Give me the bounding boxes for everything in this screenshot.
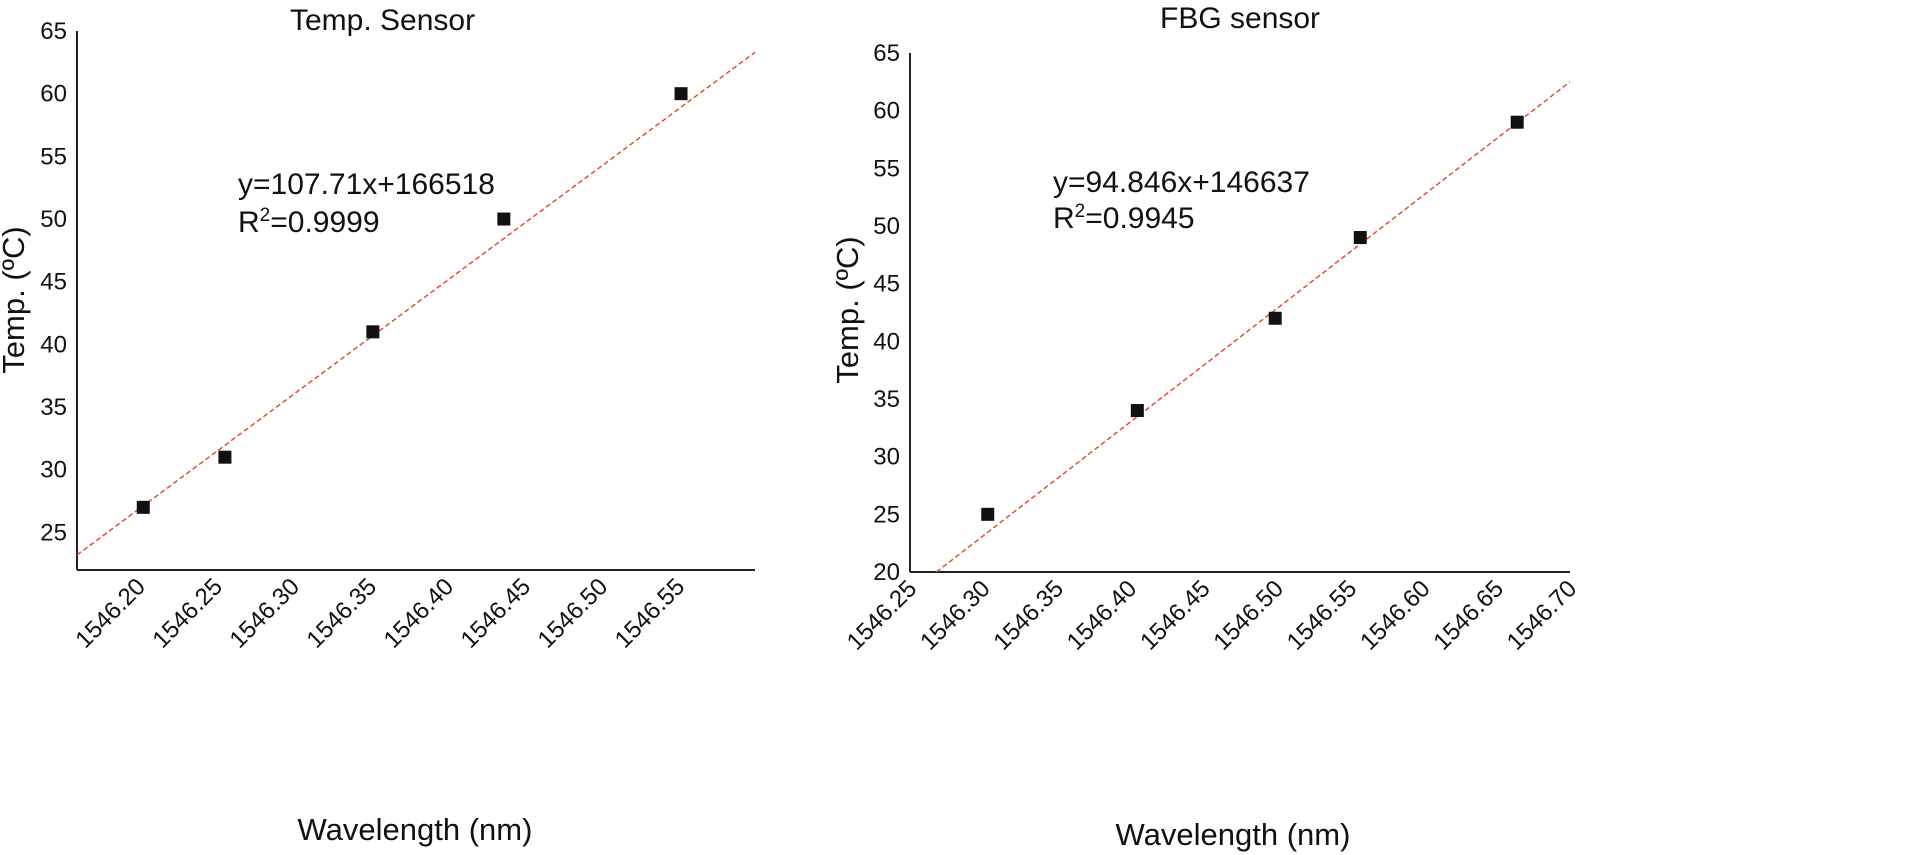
- r-squared-prefix: R: [1053, 202, 1075, 235]
- x-tick-label: 1546.35: [302, 573, 382, 653]
- y-tick-label: 45: [873, 271, 900, 298]
- x-tick-label: 1546.45: [1135, 575, 1215, 655]
- y-tick-label: 55: [873, 155, 900, 182]
- y-tick-label: 25: [40, 519, 67, 546]
- y-tick-label: 25: [873, 501, 900, 528]
- y-tick-label: 60: [873, 98, 900, 125]
- y-tick-label: 65: [40, 18, 67, 45]
- data-point: [1130, 404, 1144, 418]
- y-tick-label: 40: [40, 331, 67, 358]
- y-tick-label: 35: [873, 386, 900, 413]
- x-tick-label: 1546.45: [456, 573, 536, 653]
- x-tick-labels: 1546.201546.251546.301546.351546.401546.…: [70, 573, 690, 653]
- trendline: [935, 81, 1571, 573]
- regression-equation: y=94.846x+146637: [1053, 166, 1310, 199]
- y-tick-label: 50: [873, 213, 900, 240]
- data-point: [136, 500, 150, 514]
- y-tick-label: 50: [40, 206, 67, 233]
- data-point: [981, 507, 995, 521]
- x-tick-label: 1546.30: [225, 573, 305, 653]
- y-axis-title: Temp. (ºC): [830, 236, 865, 383]
- r-squared-value: =0.9945: [1085, 202, 1194, 235]
- temp-sensor-chart: Temp. Sensor Temp. (ºC) Wavelength (nm) …: [0, 4, 756, 847]
- chart-title: FBG sensor: [1160, 2, 1320, 35]
- y-tick-labels: 20 25 30 35 40 45 50 55 60 65: [873, 40, 900, 586]
- y-tick-label: 45: [40, 269, 67, 296]
- data-points: [981, 115, 1524, 521]
- y-tick-labels: 25 30 35 40 45 50 55 60 65: [40, 18, 67, 546]
- y-axis-title: Temp. (ºC): [0, 226, 31, 373]
- x-tick-label: 1546.60: [1355, 575, 1435, 655]
- y-tick-label: 30: [40, 457, 67, 484]
- x-tick-labels: 1546.251546.301546.351546.401546.451546.…: [842, 575, 1582, 655]
- x-tick-label: 1546.30: [915, 575, 995, 655]
- data-point: [674, 87, 688, 101]
- x-axis-title: Wavelength (nm): [1116, 817, 1351, 852]
- data-point: [1510, 115, 1524, 129]
- data-point: [1268, 311, 1282, 325]
- x-tick-label: 1546.40: [379, 573, 459, 653]
- x-tick-label: 1546.20: [70, 573, 150, 653]
- data-point: [366, 325, 380, 339]
- r-squared-sup: 2: [260, 205, 271, 226]
- y-tick-label: 35: [40, 394, 67, 421]
- y-tick-label: 30: [873, 444, 900, 471]
- r-squared-label: R2=0.9999: [238, 205, 380, 239]
- r-squared-value: =0.9999: [270, 206, 379, 239]
- y-tick-label: 40: [873, 328, 900, 355]
- x-tick-label: 1546.55: [1282, 575, 1362, 655]
- x-tick-label: 1546.50: [1208, 575, 1288, 655]
- x-tick-label: 1546.25: [147, 573, 227, 653]
- x-tick-label: 1546.50: [533, 573, 613, 653]
- y-tick-label: 65: [873, 40, 900, 67]
- fbg-sensor-chart: FBG sensor Temp. (ºC) Wavelength (nm) 20…: [830, 2, 1582, 852]
- x-tick-label: 1546.65: [1428, 575, 1508, 655]
- x-tick-label: 1546.35: [988, 575, 1068, 655]
- r-squared-label: R2=0.9945: [1053, 201, 1195, 235]
- y-tick-label: 60: [40, 81, 67, 108]
- chart-title: Temp. Sensor: [290, 4, 475, 37]
- y-tick-label: 55: [40, 143, 67, 170]
- x-tick-label: 1546.25: [842, 575, 922, 655]
- data-points: [136, 87, 688, 514]
- trendline: [76, 51, 756, 556]
- r-squared-prefix: R: [238, 206, 260, 239]
- data-point: [1353, 231, 1367, 245]
- x-tick-label: 1546.70: [1502, 575, 1582, 655]
- x-tick-label: 1546.55: [610, 573, 690, 653]
- data-point: [497, 212, 511, 226]
- data-point: [218, 450, 232, 464]
- y-tick-label: 20: [873, 559, 900, 586]
- x-tick-label: 1546.40: [1062, 575, 1142, 655]
- x-axis-title: Wavelength (nm): [298, 812, 533, 847]
- regression-equation: y=107.71x+166518: [238, 168, 495, 201]
- r-squared-sup: 2: [1075, 201, 1086, 222]
